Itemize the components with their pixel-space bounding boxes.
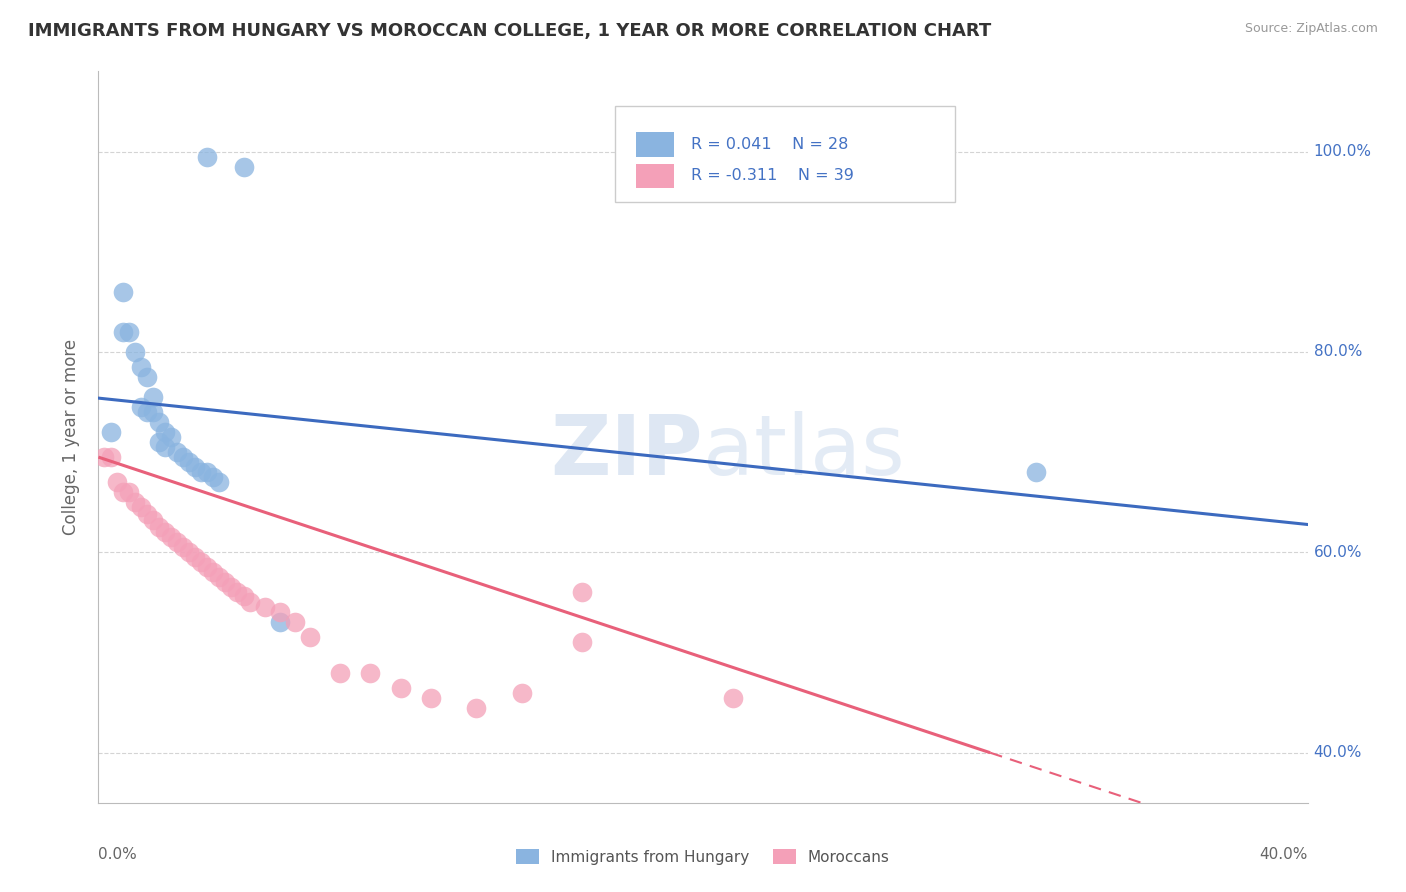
Point	[142, 513, 165, 527]
Point	[93, 450, 115, 464]
Text: 100.0%: 100.0%	[1313, 144, 1372, 159]
Point	[153, 525, 176, 540]
Point	[208, 570, 231, 584]
Text: 60.0%: 60.0%	[1313, 545, 1362, 560]
Point	[179, 455, 201, 469]
Point	[571, 635, 593, 649]
Point	[148, 435, 170, 450]
Point	[129, 359, 152, 374]
Point	[160, 530, 183, 544]
Point	[111, 285, 134, 299]
Text: 40.0%: 40.0%	[1260, 847, 1308, 862]
Point	[148, 520, 170, 534]
Point	[226, 585, 249, 599]
Point	[284, 615, 307, 630]
Point	[118, 325, 141, 339]
Point	[195, 465, 218, 479]
Point	[142, 390, 165, 404]
Point	[510, 685, 533, 699]
Point	[129, 400, 152, 414]
Text: R = 0.041    N = 28: R = 0.041 N = 28	[690, 137, 848, 152]
Text: 40.0%: 40.0%	[1313, 745, 1362, 760]
Text: atlas: atlas	[703, 411, 904, 492]
Point	[153, 425, 176, 439]
Point	[172, 541, 194, 555]
Point	[135, 507, 157, 521]
Point	[195, 149, 218, 163]
Text: 0.0%: 0.0%	[98, 847, 138, 862]
Point	[135, 405, 157, 419]
Point	[190, 555, 212, 569]
Point	[135, 370, 157, 384]
Point	[232, 160, 254, 174]
Point	[118, 485, 141, 500]
Y-axis label: College, 1 year or more: College, 1 year or more	[62, 339, 80, 535]
Text: IMMIGRANTS FROM HUNGARY VS MOROCCAN COLLEGE, 1 YEAR OR MORE CORRELATION CHART: IMMIGRANTS FROM HUNGARY VS MOROCCAN COLL…	[28, 22, 991, 40]
Point	[153, 440, 176, 454]
FancyBboxPatch shape	[614, 106, 955, 202]
Point	[571, 585, 593, 599]
Point	[202, 566, 225, 580]
Point	[190, 465, 212, 479]
Point	[129, 500, 152, 515]
Point	[269, 606, 291, 620]
Point	[124, 345, 146, 359]
Text: 80.0%: 80.0%	[1313, 344, 1362, 359]
Point	[420, 690, 443, 705]
Point	[465, 700, 488, 714]
Point	[232, 590, 254, 604]
Point	[202, 470, 225, 484]
Legend: Immigrants from Hungary, Moroccans: Immigrants from Hungary, Moroccans	[516, 848, 890, 864]
Point	[111, 485, 134, 500]
Point	[111, 325, 134, 339]
Point	[160, 430, 183, 444]
Point	[142, 405, 165, 419]
Point	[360, 665, 382, 680]
Point	[389, 681, 412, 695]
FancyBboxPatch shape	[637, 163, 673, 188]
Point	[166, 445, 188, 459]
Point	[195, 560, 218, 574]
Point	[166, 535, 188, 549]
Point	[329, 665, 352, 680]
Text: R = -0.311    N = 39: R = -0.311 N = 39	[690, 169, 853, 184]
Point	[172, 450, 194, 464]
Point	[1024, 465, 1046, 479]
Point	[253, 600, 276, 615]
Point	[239, 595, 262, 609]
Point	[221, 580, 243, 594]
Point	[148, 415, 170, 429]
FancyBboxPatch shape	[637, 132, 673, 157]
Point	[124, 495, 146, 509]
Point	[723, 690, 745, 705]
Point	[184, 460, 207, 475]
Point	[184, 550, 207, 565]
Point	[100, 450, 122, 464]
Point	[100, 425, 122, 439]
Text: Source: ZipAtlas.com: Source: ZipAtlas.com	[1244, 22, 1378, 36]
Text: ZIP: ZIP	[551, 411, 703, 492]
Point	[208, 475, 231, 490]
Point	[299, 631, 322, 645]
Point	[179, 545, 201, 559]
Point	[269, 615, 291, 630]
Point	[214, 575, 236, 590]
Point	[105, 475, 128, 490]
